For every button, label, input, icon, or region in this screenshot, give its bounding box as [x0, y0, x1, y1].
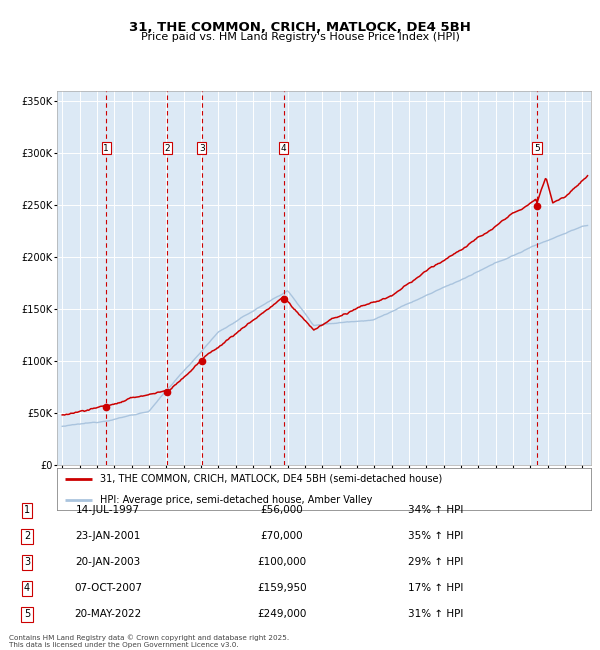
Text: HPI: Average price, semi-detached house, Amber Valley: HPI: Average price, semi-detached house,… — [100, 495, 372, 504]
Text: 14-JUL-1997: 14-JUL-1997 — [76, 505, 140, 515]
Text: 35% ↑ HPI: 35% ↑ HPI — [408, 531, 463, 541]
Text: £56,000: £56,000 — [260, 505, 304, 515]
Text: 1: 1 — [24, 505, 30, 515]
Text: £249,000: £249,000 — [257, 609, 307, 619]
Text: 20-JAN-2003: 20-JAN-2003 — [76, 557, 140, 567]
Text: 31% ↑ HPI: 31% ↑ HPI — [408, 609, 463, 619]
Text: 5: 5 — [534, 144, 540, 153]
Text: 07-OCT-2007: 07-OCT-2007 — [74, 583, 142, 593]
Text: 1: 1 — [103, 144, 109, 153]
Text: Price paid vs. HM Land Registry's House Price Index (HPI): Price paid vs. HM Land Registry's House … — [140, 32, 460, 42]
Text: 5: 5 — [24, 609, 30, 619]
Text: 2: 2 — [24, 531, 30, 541]
Text: £70,000: £70,000 — [260, 531, 304, 541]
Text: 3: 3 — [199, 144, 205, 153]
Text: 3: 3 — [24, 557, 30, 567]
Text: £100,000: £100,000 — [257, 557, 307, 567]
Text: 4: 4 — [24, 583, 30, 593]
Text: Contains HM Land Registry data © Crown copyright and database right 2025.
This d: Contains HM Land Registry data © Crown c… — [9, 634, 289, 648]
Text: 20-MAY-2022: 20-MAY-2022 — [74, 609, 142, 619]
Text: 34% ↑ HPI: 34% ↑ HPI — [408, 505, 463, 515]
Text: 31, THE COMMON, CRICH, MATLOCK, DE4 5BH: 31, THE COMMON, CRICH, MATLOCK, DE4 5BH — [129, 21, 471, 34]
Text: 2: 2 — [164, 144, 170, 153]
Text: 29% ↑ HPI: 29% ↑ HPI — [408, 557, 463, 567]
Text: 17% ↑ HPI: 17% ↑ HPI — [408, 583, 463, 593]
Text: 23-JAN-2001: 23-JAN-2001 — [76, 531, 140, 541]
Text: 4: 4 — [281, 144, 286, 153]
Text: £159,950: £159,950 — [257, 583, 307, 593]
Text: 31, THE COMMON, CRICH, MATLOCK, DE4 5BH (semi-detached house): 31, THE COMMON, CRICH, MATLOCK, DE4 5BH … — [100, 474, 442, 484]
